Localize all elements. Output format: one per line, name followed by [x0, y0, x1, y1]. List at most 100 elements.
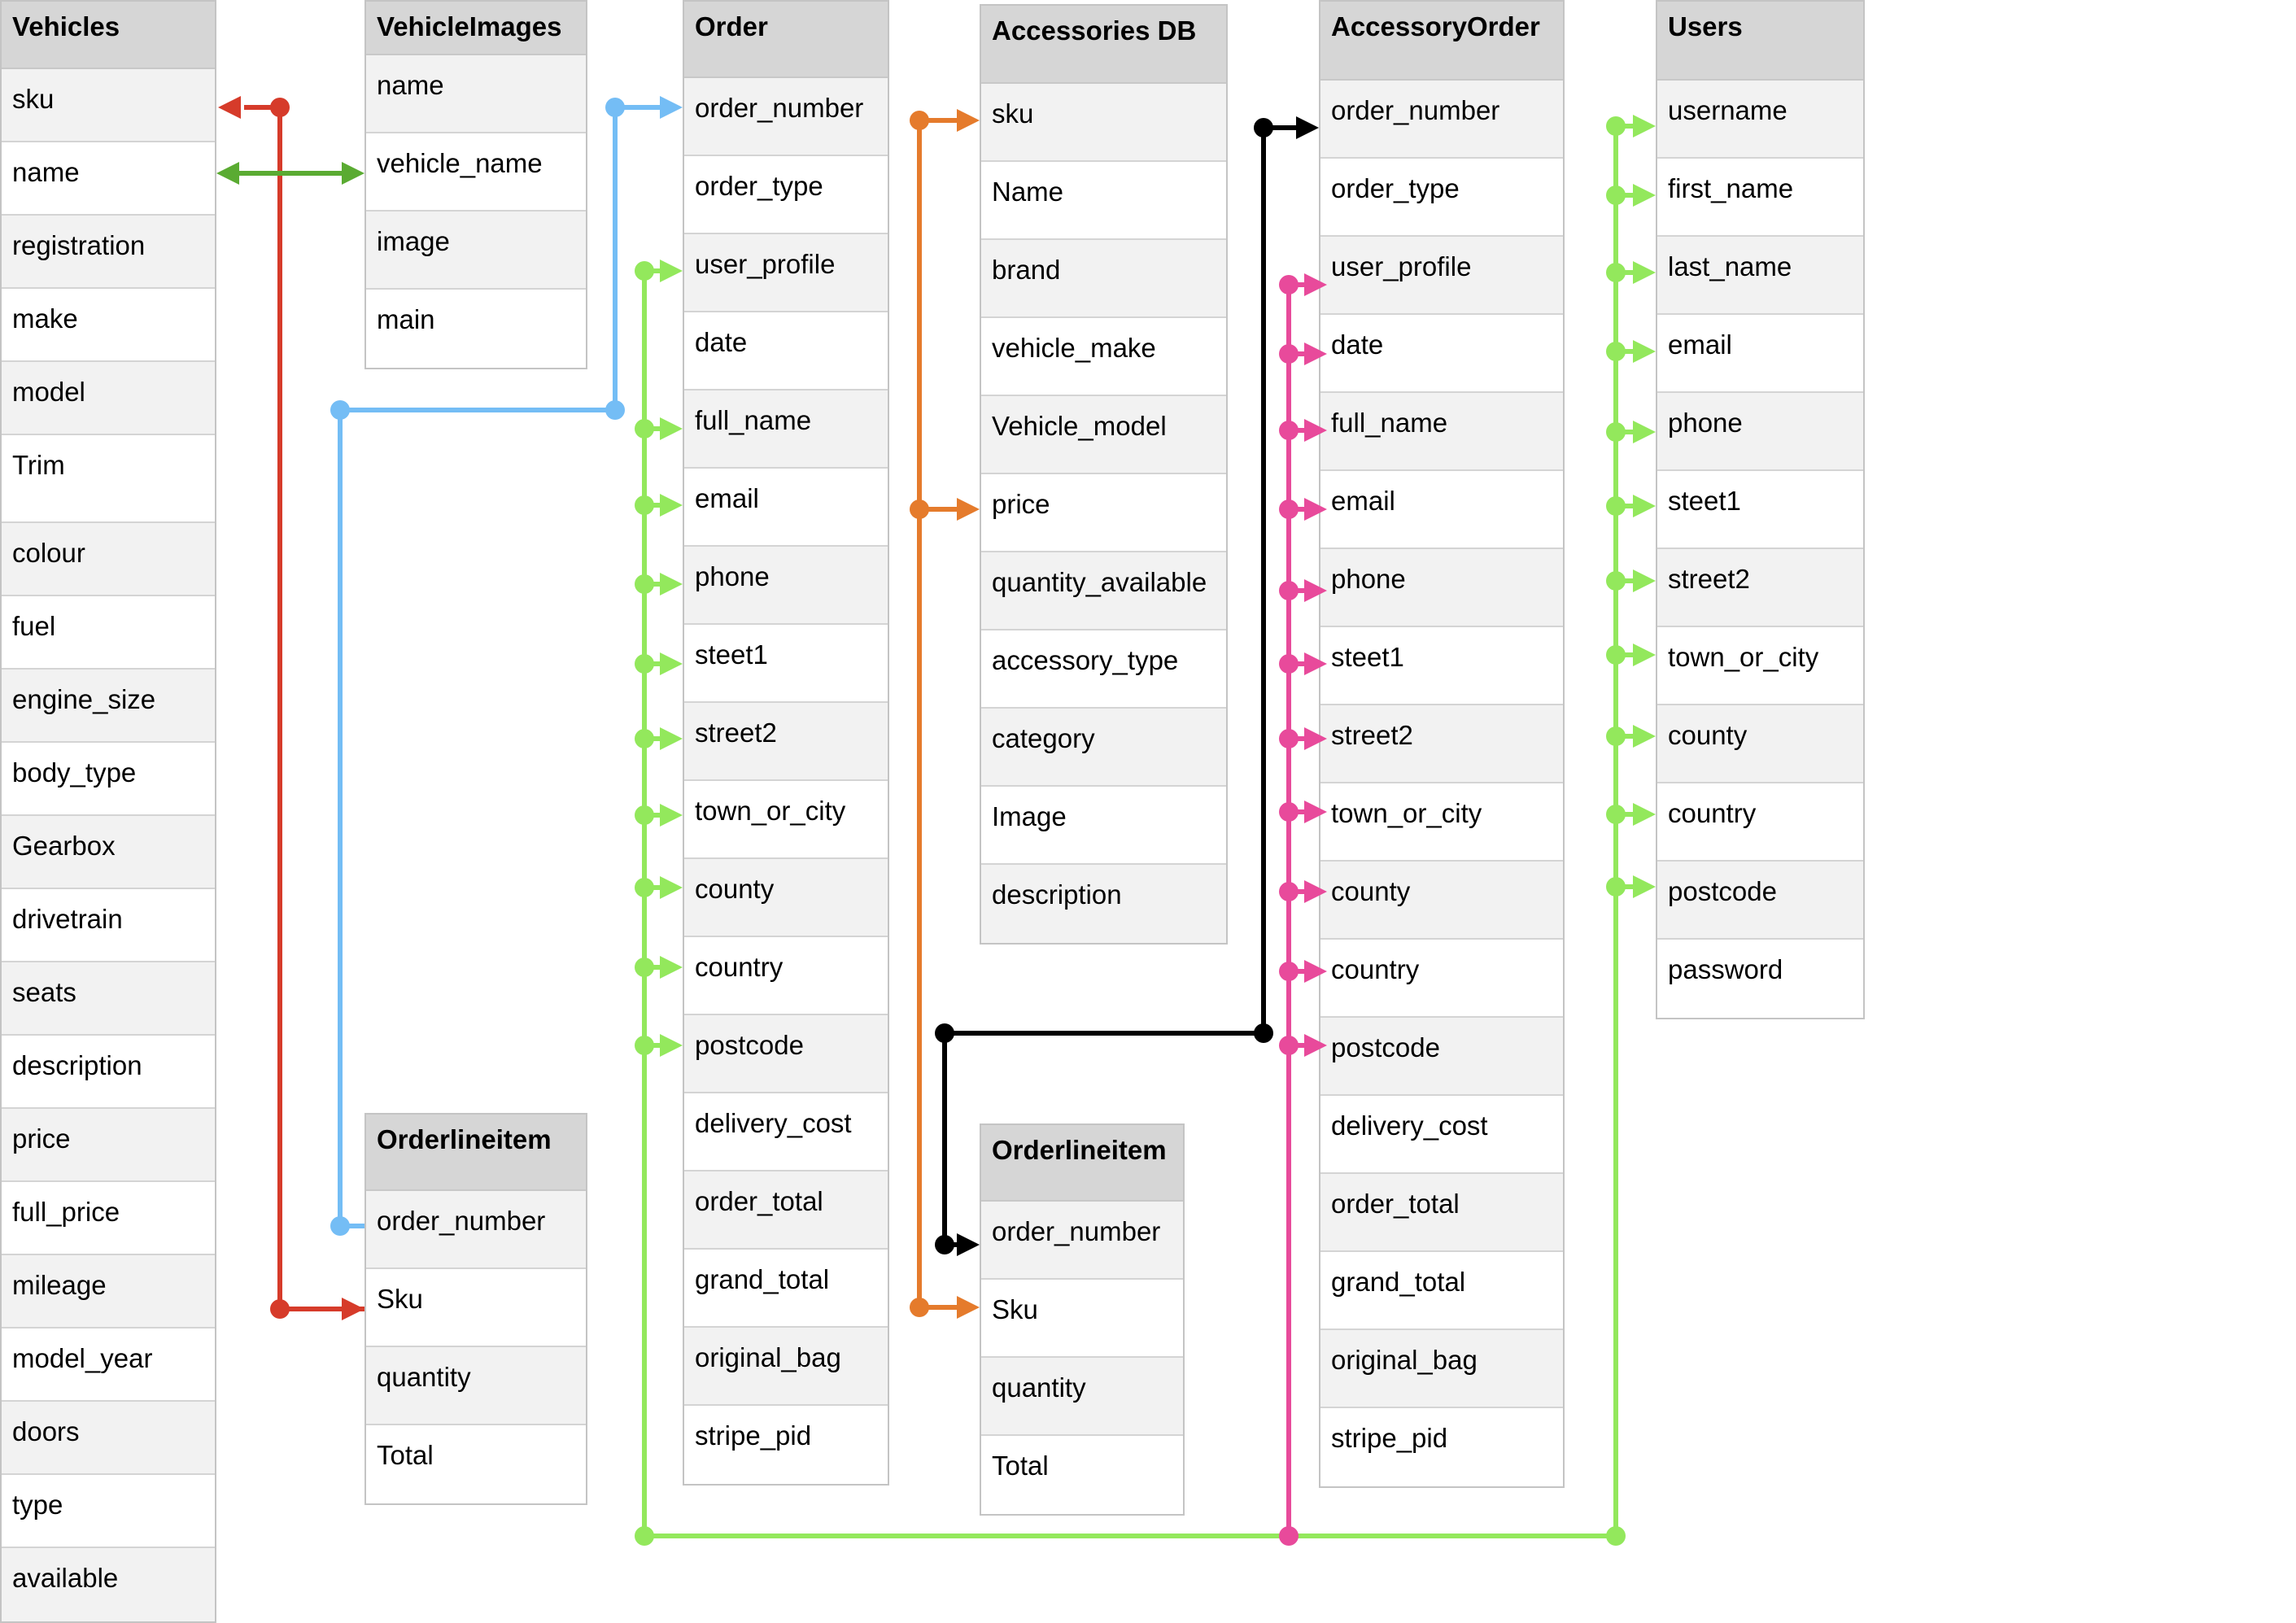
connector-dot: [605, 400, 625, 420]
field-row: order_number: [366, 1191, 586, 1269]
table-accessories-db: Accessories DB sku Name brand vehicle_make Ve…: [980, 4, 1228, 945]
field-row: sku: [981, 84, 1226, 162]
field-row: email: [1320, 471, 1563, 549]
field-row: name: [366, 55, 586, 133]
field-row: colour: [2, 523, 215, 596]
arrow-right-icon: [1304, 342, 1327, 365]
field-row: available: [2, 1548, 215, 1621]
field-row: delivery_cost: [1320, 1096, 1563, 1174]
field-row: street2: [1657, 549, 1863, 627]
table-title: Orderlineitem: [981, 1125, 1183, 1202]
field-row: steet1: [1657, 471, 1863, 549]
field-row: country: [1657, 783, 1863, 862]
field-row: password: [1657, 940, 1863, 1018]
field-row: order_total: [1320, 1174, 1563, 1252]
field-row: image: [366, 212, 586, 290]
table-title: Users: [1657, 2, 1863, 81]
field-row: body_type: [2, 743, 215, 816]
table-accessory-order: AccessoryOrder order_number order_type user…: [1319, 0, 1565, 1488]
field-row: order_type: [684, 156, 888, 234]
table-orderlineitem-1: Orderlineitem order_number Sku quantity Tota…: [364, 1113, 587, 1505]
field-row: user_profile: [684, 234, 888, 312]
arrow-right-icon: [1304, 498, 1327, 521]
field-list: order_number Sku quantity Total: [981, 1202, 1183, 1514]
arrow-right-icon: [660, 727, 683, 750]
field-row: sku: [2, 69, 215, 142]
arrow-right-icon: [1296, 116, 1319, 139]
arrow-right-icon: [1304, 960, 1327, 983]
field-row: Gearbox: [2, 816, 215, 889]
arrow-right-icon: [957, 1296, 980, 1319]
field-row: doors: [2, 1402, 215, 1475]
field-row: original_bag: [1320, 1330, 1563, 1408]
arrow-right-icon: [1633, 803, 1656, 826]
field-row: drivetrain: [2, 889, 215, 962]
field-row: grand_total: [684, 1250, 888, 1328]
arrow-right-icon: [1633, 495, 1656, 517]
field-row: user_profile: [1320, 237, 1563, 315]
field-row: street2: [684, 703, 888, 781]
arrow-right-icon: [1304, 880, 1327, 903]
field-list: username first_name last_name email phone ste…: [1657, 81, 1863, 1018]
field-row: steet1: [1320, 627, 1563, 705]
field-row: steet1: [684, 625, 888, 703]
arrow-right-icon: [957, 1233, 980, 1256]
arrow-right-icon: [660, 652, 683, 675]
field-row: fuel: [2, 596, 215, 670]
field-row: model_year: [2, 1329, 215, 1402]
field-list: sku name registration make model Trim colour fu…: [2, 69, 215, 1621]
arrow-right-icon: [342, 1298, 364, 1320]
field-row: postcode: [684, 1015, 888, 1093]
arrow-right-icon: [1633, 644, 1656, 666]
field-row: full_price: [2, 1182, 215, 1255]
arrow-left-icon: [216, 162, 239, 185]
table-title: Vehicles: [2, 2, 215, 69]
field-row: phone: [684, 547, 888, 625]
field-row: postcode: [1657, 862, 1863, 940]
field-row: price: [981, 474, 1226, 552]
arrow-right-icon: [660, 96, 683, 119]
arrow-right-icon: [1304, 801, 1327, 823]
table-vehicle-images: VehicleImages name vehicle_name image main: [364, 0, 587, 369]
connector-dot: [270, 1299, 290, 1319]
connector-dot: [935, 1235, 954, 1254]
field-row: date: [1320, 315, 1563, 393]
link-vehicle-sku: [244, 105, 364, 1311]
field-row: date: [684, 312, 888, 390]
connector-dot: [330, 1216, 350, 1236]
field-row: county: [684, 859, 888, 937]
field-row: make: [2, 289, 215, 362]
arrow-right-icon: [1304, 579, 1327, 602]
field-row: description: [981, 865, 1226, 943]
arrow-right-icon: [1633, 115, 1656, 137]
table-title: Orderlineitem: [366, 1115, 586, 1191]
field-row: Trim: [2, 435, 215, 523]
connector-dot: [1279, 1526, 1299, 1546]
field-row: email: [684, 469, 888, 547]
field-row: Image: [981, 787, 1226, 865]
field-row: phone: [1320, 549, 1563, 627]
arrow-right-icon: [660, 956, 683, 979]
field-row: Sku: [366, 1269, 586, 1347]
arrow-right-icon: [660, 876, 683, 899]
field-row: quantity: [981, 1358, 1183, 1436]
field-row: street2: [1320, 705, 1563, 783]
connector-dot: [270, 98, 290, 117]
field-row: Sku: [981, 1280, 1183, 1358]
field-list: sku Name brand vehicle_make Vehicle_model pri…: [981, 84, 1226, 943]
field-row: county: [1320, 862, 1563, 940]
connector-dot: [1254, 1023, 1273, 1043]
field-row: town_or_city: [684, 781, 888, 859]
field-row: last_name: [1657, 237, 1863, 315]
field-row: model: [2, 362, 215, 435]
field-list: order_number order_type user_profile date fu…: [684, 78, 888, 1484]
connector-dot: [605, 98, 625, 117]
field-row: country: [1320, 940, 1563, 1018]
field-row: stripe_pid: [684, 1406, 888, 1484]
table-title: AccessoryOrder: [1320, 2, 1563, 81]
connector-dot: [1606, 1526, 1626, 1546]
field-row: email: [1657, 315, 1863, 393]
table-title: Order: [684, 2, 888, 78]
